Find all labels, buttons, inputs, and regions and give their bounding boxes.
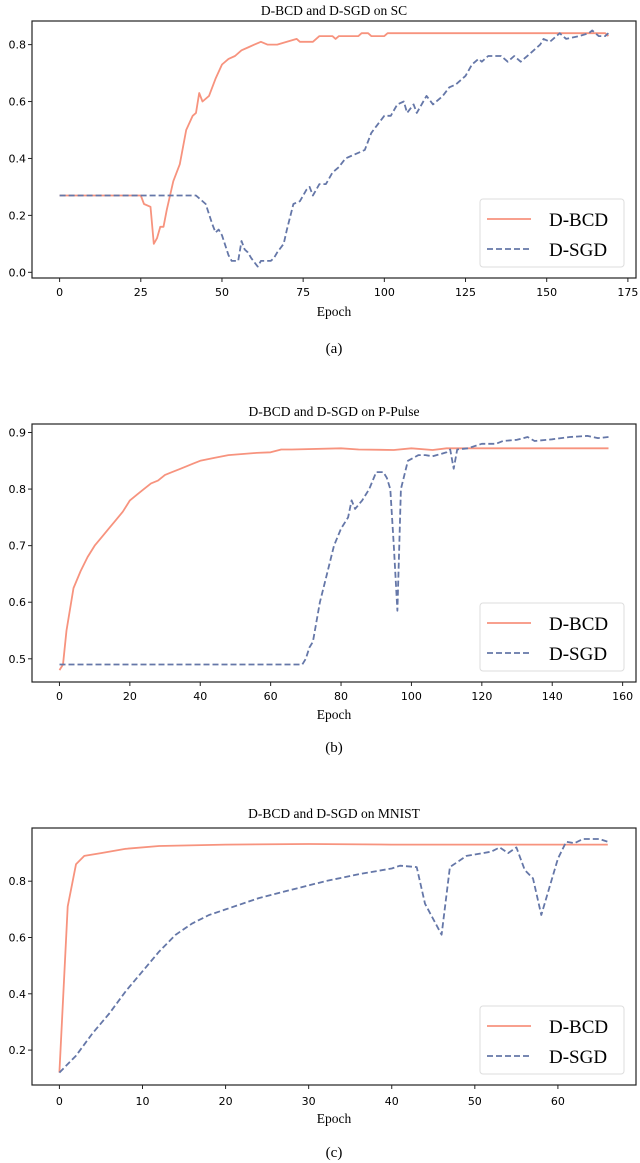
y-tick-label: 0.6: [9, 96, 27, 109]
x-tick-label: 0: [56, 1095, 63, 1108]
series-line-d-sgd: [59, 435, 609, 666]
legend-box: [479, 198, 625, 268]
chart-title: D-BCD and D-SGD on P-Pulse: [248, 404, 419, 419]
x-tick-label: 0: [56, 286, 63, 299]
series-line-d-sgd: [59, 29, 610, 268]
x-tick-label: 125: [455, 286, 476, 299]
legend-label: D-SGD: [549, 1047, 607, 1068]
x-tick-label: 10: [135, 1095, 149, 1108]
y-tick-label: 0.9: [9, 426, 27, 439]
legend-label: D-SGD: [549, 240, 607, 261]
legend-label: D-BCD: [549, 210, 608, 231]
x-axis-label: Epoch: [317, 707, 352, 722]
figure-caption: (a): [326, 341, 343, 357]
y-tick-label: 0.0: [9, 266, 27, 279]
series-line-d-bcd: [58, 447, 609, 671]
y-tick-label: 0.8: [9, 39, 27, 52]
y-tick-label: 0.5: [9, 653, 27, 666]
chart-title: D-BCD and D-SGD on SC: [261, 3, 407, 18]
figure-caption: (c): [326, 1145, 343, 1161]
series-line-d-bcd: [58, 843, 608, 1073]
x-tick-label: 100: [401, 690, 422, 703]
y-tick-label: 0.6: [9, 931, 27, 944]
x-tick-label: 60: [551, 1095, 565, 1108]
x-axis-label: Epoch: [317, 1111, 352, 1126]
series-line-d-sgd: [58, 838, 609, 1074]
x-tick-label: 50: [468, 1095, 482, 1108]
y-tick-label: 0.2: [9, 1044, 27, 1057]
x-tick-label: 30: [302, 1095, 316, 1108]
x-tick-label: 20: [123, 690, 137, 703]
legend-label: D-BCD: [549, 614, 608, 635]
figure-caption: (b): [325, 740, 343, 756]
chart-sc: D-BCD and D-SGD on SC 0 25 50 75 100 125 150 175…: [9, 3, 639, 357]
y-tick-label: 0.4: [9, 152, 27, 165]
x-tick-label: 20: [219, 1095, 233, 1108]
legend-label: D-SGD: [549, 644, 607, 665]
plot-frame: [31, 827, 637, 1086]
x-tick-label: 140: [542, 690, 563, 703]
x-tick-label: 80: [334, 690, 348, 703]
legend-label: D-BCD: [549, 1017, 608, 1038]
x-tick-label: 120: [471, 690, 492, 703]
plot-frame: [31, 423, 637, 683]
chart-mnist: D-BCD and D-SGD on MNIST 0 10 20 30 40 50 60 0.2…: [9, 806, 637, 1161]
legend-box: [479, 1005, 625, 1075]
x-tick-label: 175: [617, 286, 638, 299]
x-tick-label: 150: [536, 286, 557, 299]
x-tick-label: 50: [215, 286, 229, 299]
y-tick-label: 0.8: [9, 483, 27, 496]
x-tick-label: 40: [385, 1095, 399, 1108]
x-tick-label: 0: [56, 690, 63, 703]
plot-frame: [31, 20, 637, 279]
x-tick-label: 25: [134, 286, 148, 299]
y-tick-label: 0.2: [9, 209, 27, 222]
x-tick-label: 60: [264, 690, 278, 703]
y-tick-label: 0.6: [9, 596, 27, 609]
x-tick-label: 100: [374, 286, 395, 299]
chart-p-pulse: D-BCD and D-SGD on P-Pulse 0 20 40 60 80 100 12…: [9, 404, 637, 756]
series-line-d-bcd: [59, 32, 610, 245]
chart-title: D-BCD and D-SGD on MNIST: [248, 806, 421, 821]
y-tick-label: 0.4: [9, 988, 27, 1001]
x-tick-label: 75: [296, 286, 310, 299]
legend-box: [479, 602, 625, 672]
y-tick-label: 0.7: [9, 540, 27, 553]
x-tick-label: 40: [193, 690, 207, 703]
y-tick-label: 0.8: [9, 875, 27, 888]
x-tick-label: 160: [612, 690, 633, 703]
x-axis-label: Epoch: [317, 304, 352, 319]
